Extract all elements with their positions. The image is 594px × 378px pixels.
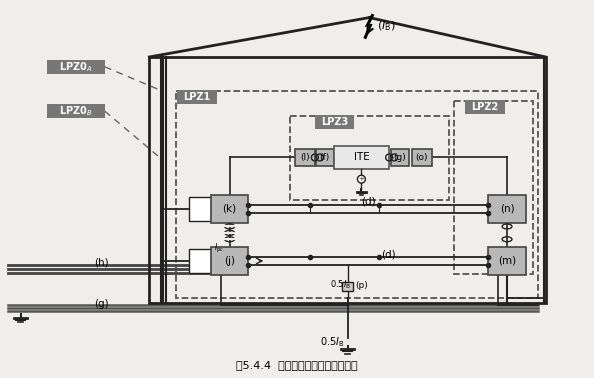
Bar <box>176 91 538 298</box>
Text: LPZ2: LPZ2 <box>472 102 499 112</box>
Text: +: + <box>358 176 364 182</box>
Text: (o): (o) <box>416 153 428 162</box>
Text: (h): (h) <box>94 258 109 268</box>
Bar <box>315 115 355 129</box>
Text: (f): (f) <box>320 153 330 162</box>
Bar <box>488 247 526 275</box>
Text: $0.5I_{\rm B}$: $0.5I_{\rm B}$ <box>330 279 351 291</box>
Text: (g): (g) <box>94 299 109 309</box>
Bar <box>316 149 334 166</box>
Bar <box>189 197 211 220</box>
Text: LPZ3: LPZ3 <box>321 117 348 127</box>
Bar <box>211 247 248 275</box>
Text: (m): (m) <box>498 256 516 266</box>
Text: $(I_{\rm B})$: $(I_{\rm B})$ <box>377 20 396 33</box>
Text: LPZ0$_B$: LPZ0$_B$ <box>59 104 93 118</box>
Text: (j): (j) <box>224 256 235 266</box>
Text: (k): (k) <box>223 204 236 214</box>
Text: LPZ1: LPZ1 <box>184 92 210 102</box>
Bar <box>412 149 432 166</box>
Bar <box>48 60 105 74</box>
Text: $I_{\rm pc}$: $I_{\rm pc}$ <box>214 242 224 255</box>
Text: ITE: ITE <box>353 152 369 163</box>
Bar <box>177 90 217 104</box>
Bar <box>211 195 248 223</box>
Text: (l): (l) <box>300 153 309 162</box>
Text: (d): (d) <box>361 197 375 207</box>
Bar <box>342 282 353 291</box>
Bar <box>189 249 211 273</box>
Text: (d): (d) <box>381 249 396 259</box>
Text: LPZ0$_A$: LPZ0$_A$ <box>59 60 93 74</box>
Bar <box>48 104 105 118</box>
Text: (g): (g) <box>394 153 406 162</box>
Text: $0.5I_{\rm B}$: $0.5I_{\rm B}$ <box>320 336 345 350</box>
Circle shape <box>358 175 365 183</box>
Bar <box>488 195 526 223</box>
Bar <box>466 100 505 114</box>
Text: (p): (p) <box>355 280 368 290</box>
Bar <box>391 149 409 166</box>
Bar <box>454 101 533 274</box>
Bar <box>290 116 448 200</box>
Text: (n): (n) <box>500 204 514 214</box>
Bar <box>150 57 546 303</box>
Bar <box>334 146 389 169</box>
Text: 图5.4.4  信号线路浪涌保护器的设置: 图5.4.4 信号线路浪涌保护器的设置 <box>236 360 358 370</box>
Bar <box>295 149 315 166</box>
